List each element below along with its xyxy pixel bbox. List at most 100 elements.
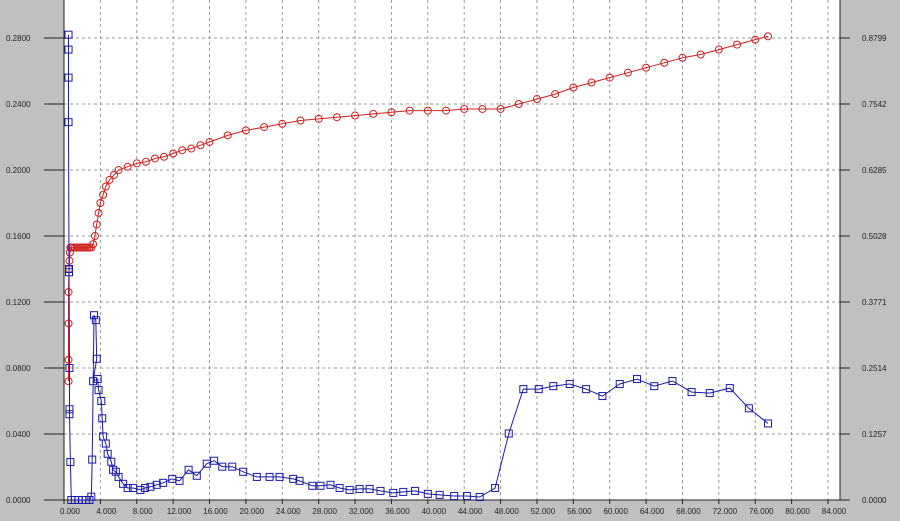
x-tick-label: 20.000 [240, 507, 265, 516]
x-tick-label: 40.000 [422, 507, 447, 516]
data-point-square [107, 457, 116, 466]
data-point-circle [714, 45, 723, 54]
data-point-square [565, 380, 574, 389]
data-point-square [159, 478, 168, 487]
data-point-square [239, 467, 248, 476]
data-point-square [92, 354, 101, 363]
x-tick-label: 48.000 [494, 507, 519, 516]
data-point-circle [92, 220, 101, 229]
data-point-square [275, 472, 284, 481]
data-point-square [98, 414, 107, 423]
data-point-square [504, 429, 513, 438]
data-point-circle [260, 123, 269, 132]
data-point-circle [90, 232, 99, 240]
data-point-circle [278, 119, 287, 128]
data-point-circle [205, 137, 214, 146]
data-point-circle [696, 50, 705, 59]
x-tick-label: 84.000 [822, 507, 847, 516]
data-point-square [308, 481, 317, 490]
data-point-circle [99, 190, 108, 199]
data-point-square [365, 484, 374, 493]
data-point-circle [623, 68, 632, 77]
x-tick-label: 8.000 [133, 507, 154, 516]
data-point-circle [605, 73, 614, 82]
data-point-square [687, 388, 696, 397]
data-point-circle [101, 182, 110, 191]
data-point-circle [678, 53, 687, 62]
data-point-square [65, 364, 74, 372]
data-point-circle [587, 78, 596, 87]
series [64, 30, 772, 504]
data-point-circle [160, 152, 169, 161]
data-point-square [633, 375, 641, 384]
data-point-circle [514, 100, 523, 108]
data-point-circle [150, 154, 159, 163]
data-point-square [109, 465, 118, 474]
data-point-circle [763, 32, 772, 41]
data-point-square [97, 397, 106, 405]
data-point-square [192, 471, 201, 480]
y2-tick-label: 0.2514 [862, 364, 887, 373]
data-point-square [265, 472, 274, 481]
data-point-circle [569, 83, 578, 92]
data-point-square [93, 375, 102, 384]
data-point-circle [496, 104, 505, 113]
data-point-square [355, 484, 364, 493]
data-point-square [335, 483, 344, 492]
data-point-circle [64, 319, 73, 328]
data-point-square [89, 377, 98, 386]
data-point-square [450, 492, 459, 501]
data-point-square [91, 316, 100, 325]
data-point-circle [369, 109, 378, 118]
x-tick-label: 72.000 [713, 507, 738, 516]
data-point-square [90, 311, 99, 320]
data-point-square [399, 487, 408, 496]
data-point-circle [64, 377, 73, 386]
data-point-square [705, 389, 714, 398]
x-tick-label: 36.000 [385, 507, 410, 516]
data-point-square [101, 439, 110, 448]
y2-tick-label: 0.3771 [862, 298, 887, 307]
plot-area [64, 0, 840, 500]
data-point-square [668, 377, 677, 386]
data-point-square [534, 385, 543, 394]
data-point-circle [660, 58, 669, 67]
data-point-circle [89, 240, 98, 249]
data-point-circle [314, 114, 323, 123]
data-point-circle [169, 149, 178, 158]
data-point-circle [423, 106, 432, 115]
data-point-circle [733, 40, 742, 49]
data-point-square [252, 472, 261, 481]
data-point-circle [64, 355, 73, 364]
data-point-square [744, 404, 753, 413]
y-tick-label: 0.1200 [6, 298, 31, 307]
data-point-square [152, 480, 161, 489]
data-point-square [582, 385, 591, 394]
data-point-square [94, 386, 103, 395]
data-point-square [140, 483, 149, 492]
x-tick-label: 80.000 [785, 507, 810, 516]
data-point-square [64, 45, 73, 54]
data-point-circle [751, 35, 760, 44]
x-tick-label: 12.000 [167, 507, 192, 516]
data-point-square [64, 118, 73, 127]
data-point-square [345, 485, 354, 494]
data-point-circle [223, 131, 232, 140]
data-point-square [210, 456, 219, 465]
data-point-square [295, 476, 304, 485]
x-tick-label: 60.000 [603, 507, 628, 516]
data-point-circle [196, 141, 205, 150]
data-point-circle [141, 157, 150, 166]
data-point-square [650, 382, 659, 391]
data-point-square [88, 455, 97, 464]
y2-tick-label: 0.5028 [862, 232, 887, 241]
data-point-circle [64, 288, 73, 297]
data-point-circle [332, 113, 341, 122]
x-tick-label: 56.000 [567, 507, 592, 516]
data-point-circle [442, 106, 450, 115]
data-point-square [65, 268, 74, 277]
data-point-circle [642, 63, 651, 72]
data-point-square [491, 483, 500, 492]
y2-tick-label: 0.1257 [862, 430, 887, 439]
